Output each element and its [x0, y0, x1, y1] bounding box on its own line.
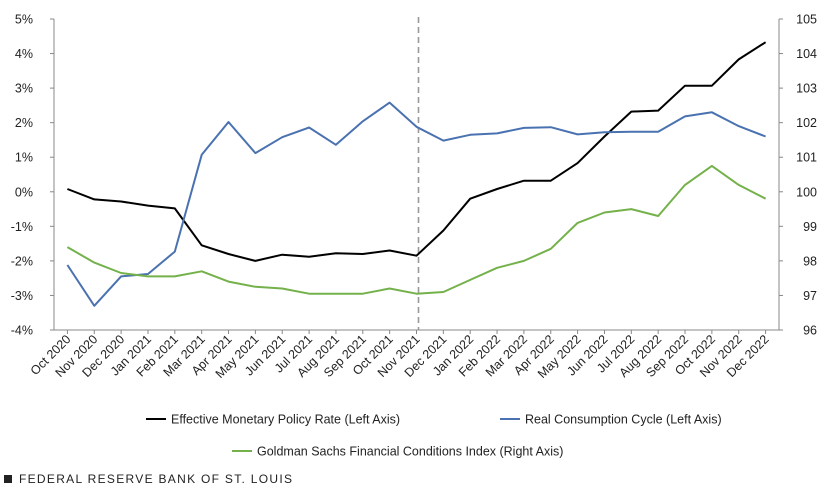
left-tick-label: 4% [15, 47, 33, 61]
left-tick-label: 2% [15, 116, 33, 130]
axis-lines [53, 19, 780, 331]
legend-label: Real Consumption Cycle (Left Axis) [525, 413, 722, 427]
left-tick-label: -3% [11, 289, 33, 303]
left-tick-label: 1% [15, 151, 33, 165]
right-axis-ticks: 105 104 103 102 101 100 99 98 97 96 [779, 13, 817, 338]
line-chart: 5% 4% 3% 2% 1% 0% -1% -2% -3% -4% 105 104 103 102 101… [11, 13, 817, 459]
right-tick-label: 96 [803, 324, 817, 338]
right-tick-label: 98 [803, 254, 817, 268]
series-line [66, 101, 766, 307]
series-line [66, 164, 767, 295]
right-tick-label: 105 [796, 13, 817, 27]
right-tick-label: 103 [796, 82, 817, 96]
left-tick-label: -1% [11, 220, 33, 234]
right-tick-label: 97 [803, 289, 817, 303]
right-tick-label: 99 [803, 220, 817, 234]
left-tick-label: 0% [15, 185, 33, 199]
series-lines [66, 41, 767, 307]
right-tick-label: 100 [796, 185, 817, 199]
left-axis-ticks: 5% 4% 3% 2% 1% 0% -1% -2% -3% -4% [11, 13, 54, 338]
right-tick-label: 104 [796, 47, 817, 61]
series-line [67, 41, 767, 262]
legend: Effective Monetary Policy Rate (Left Axi… [146, 413, 722, 459]
left-tick-label: 3% [15, 82, 33, 96]
legend-label: Goldman Sachs Financial Conditions Index… [257, 445, 563, 459]
right-tick-label: 101 [796, 151, 817, 165]
footer-square-icon [4, 475, 12, 483]
left-tick-label: -4% [11, 324, 33, 338]
footer: FEDERAL RESERVE BANK OF ST. LOUIS [4, 472, 293, 486]
footer-label: FEDERAL RESERVE BANK OF ST. LOUIS [19, 472, 294, 486]
right-tick-label: 102 [796, 116, 817, 130]
left-tick-label: -2% [11, 254, 33, 268]
legend-label: Effective Monetary Policy Rate (Left Axi… [171, 413, 400, 427]
left-tick-label: 5% [15, 13, 33, 27]
